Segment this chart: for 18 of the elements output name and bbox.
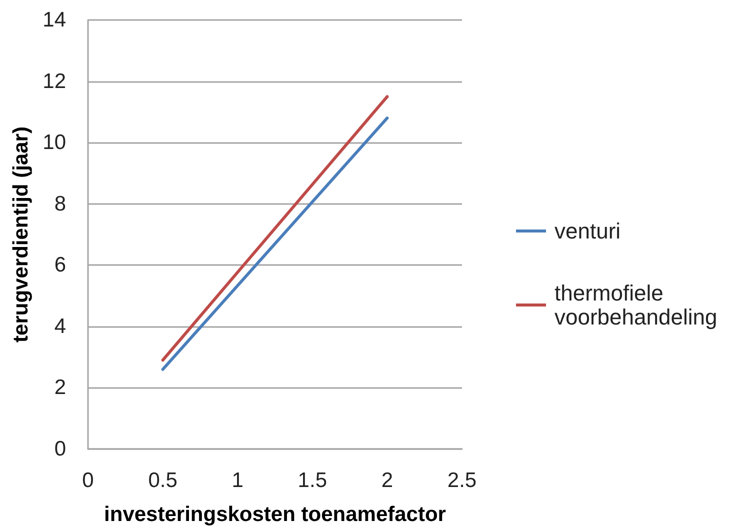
x-axis-title: investeringskosten toenamefactor — [104, 503, 446, 526]
x-tick-label: 2.5 — [447, 469, 477, 492]
y-tick-label: 6 — [54, 254, 66, 277]
x-tick-label: 1.5 — [298, 469, 327, 492]
y-tick-label: 8 — [54, 192, 66, 216]
x-tick-label: 0 — [82, 469, 94, 492]
y-tick-label: 2 — [54, 376, 66, 400]
y-tick-label: 12 — [42, 70, 66, 93]
x-tick-label: 2 — [381, 469, 394, 492]
y-axis-title: terugverdientijd (jaar) — [10, 126, 33, 342]
legend-label: venturi — [554, 218, 621, 244]
x-tick-label: 0.5 — [148, 469, 178, 492]
x-tick-label: 1 — [232, 469, 244, 492]
y-tick-label: 14 — [42, 8, 66, 32]
y-tick-label: 10 — [42, 131, 66, 154]
legend-label: thermofiele voorbehandeling — [554, 280, 718, 330]
y-tick-label: 0 — [54, 438, 66, 460]
y-tick-label: 4 — [54, 314, 66, 338]
